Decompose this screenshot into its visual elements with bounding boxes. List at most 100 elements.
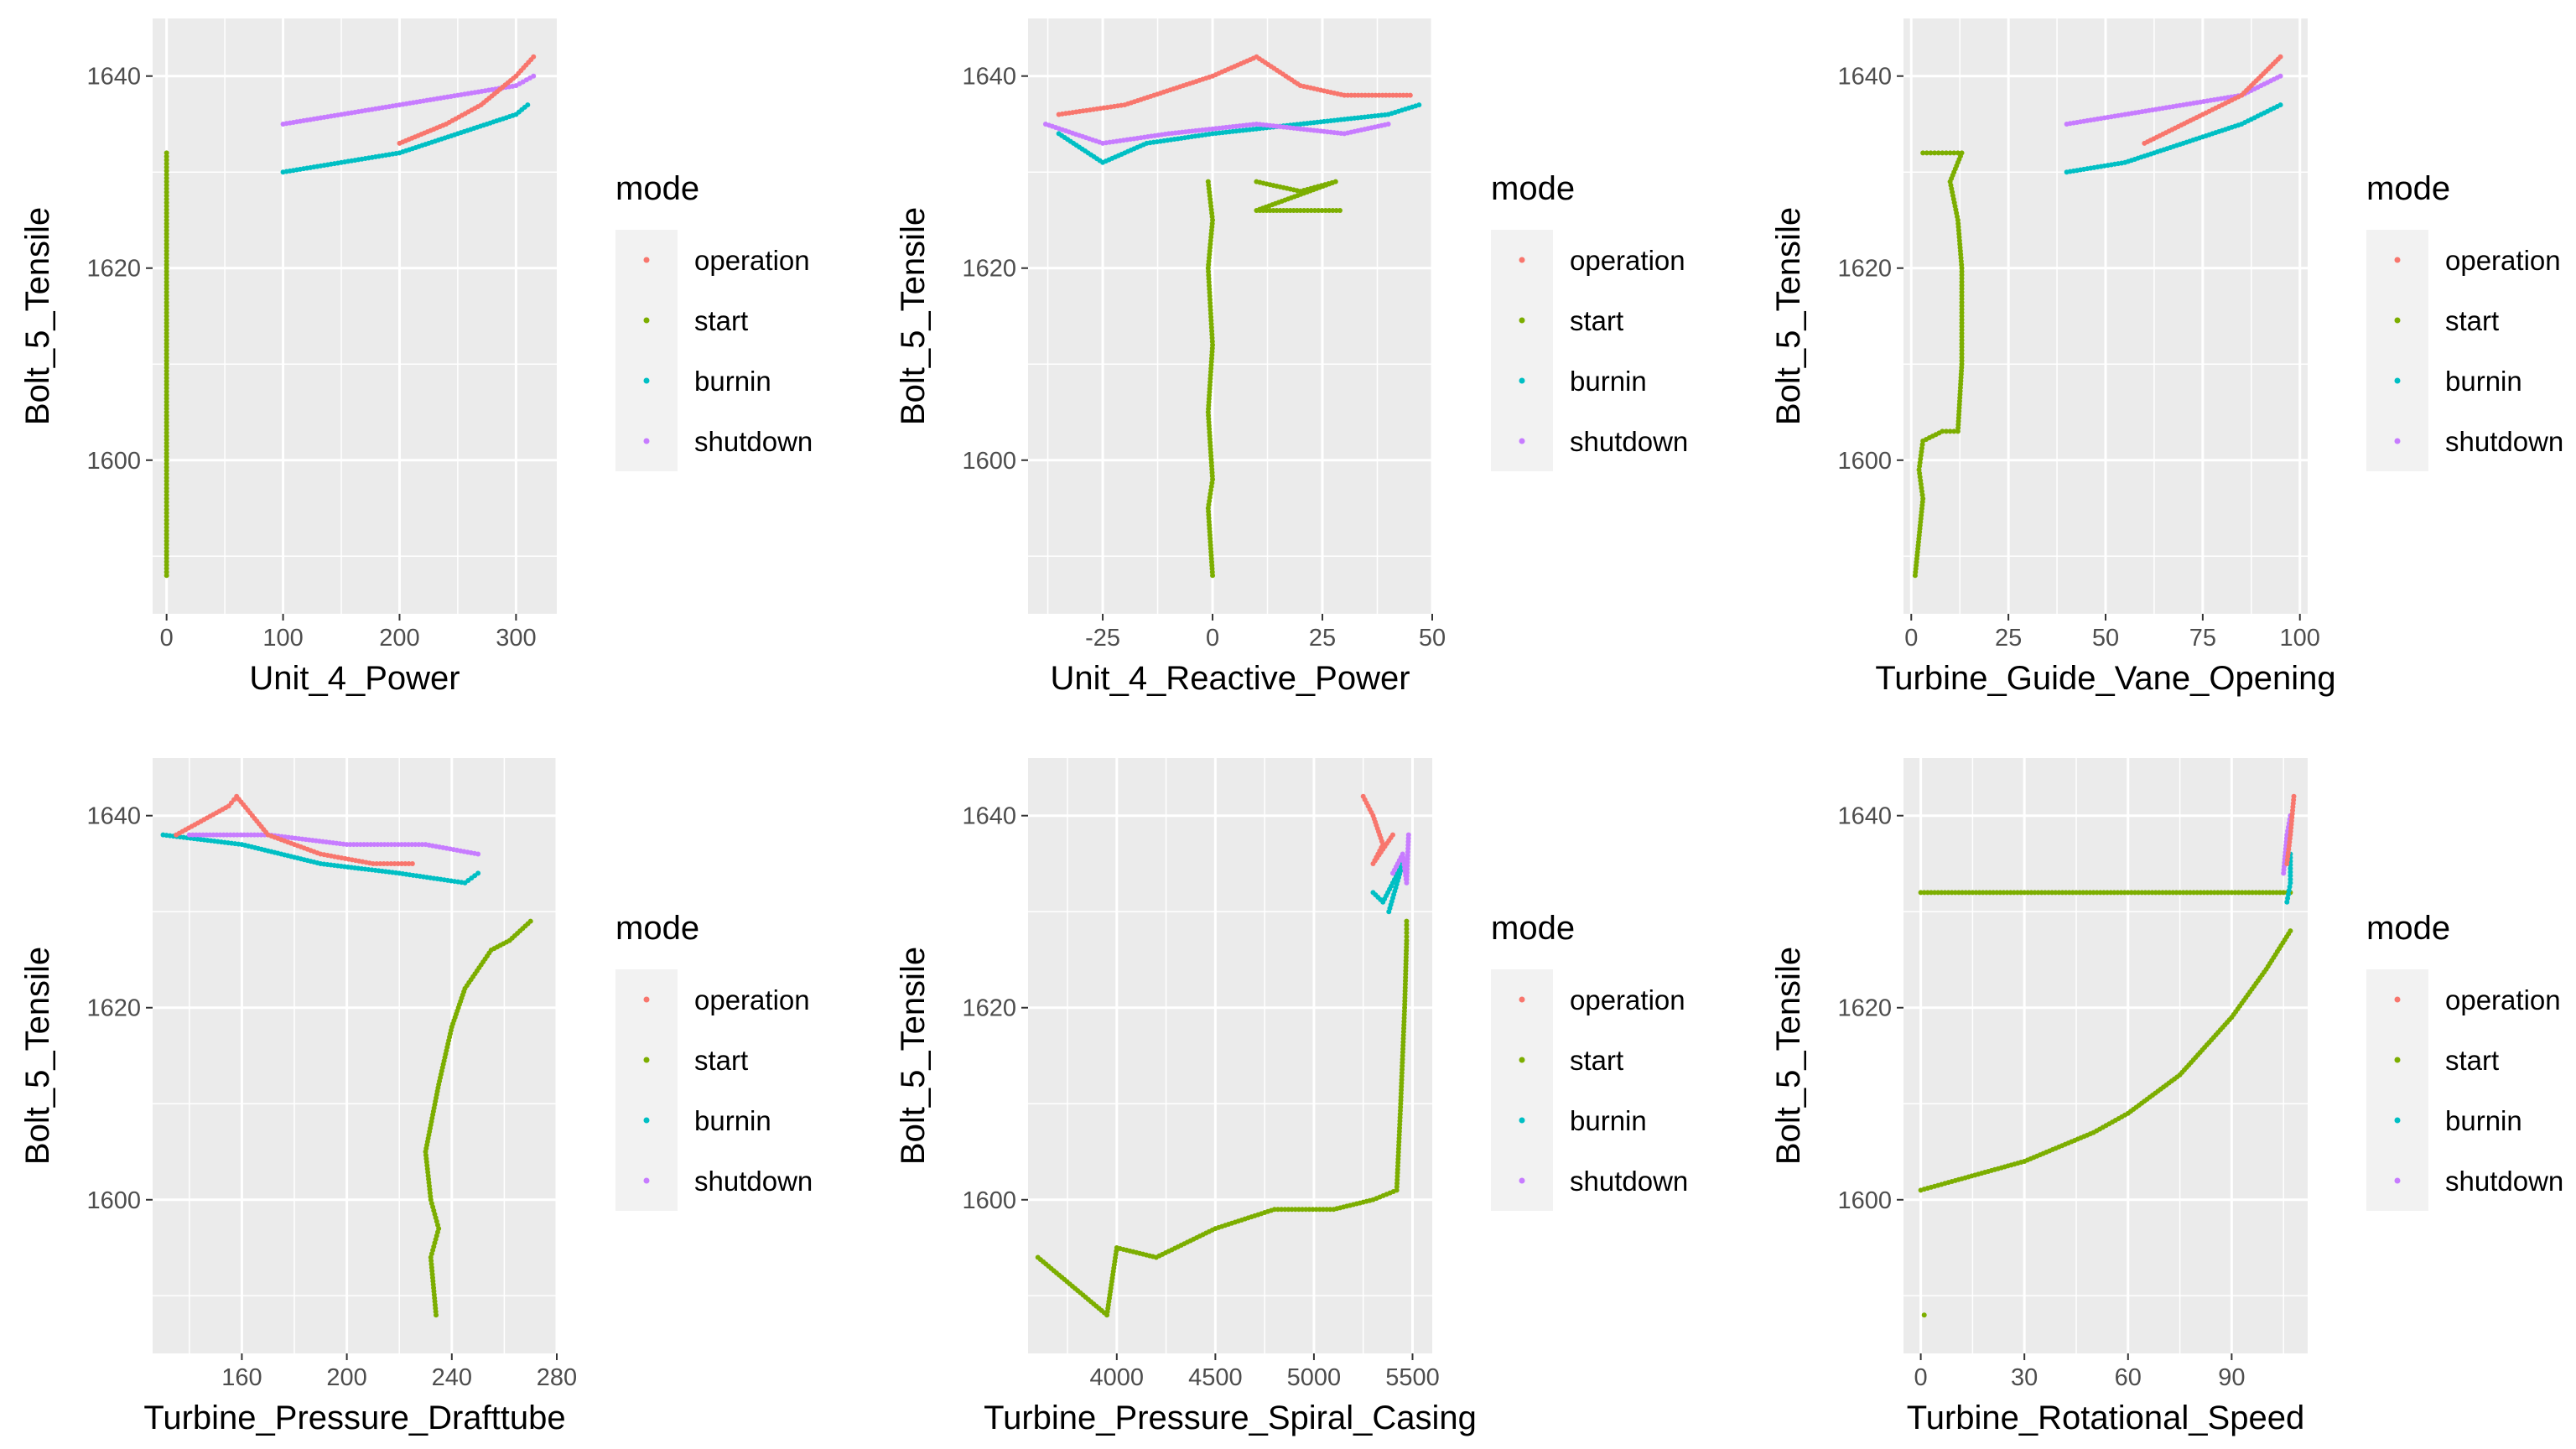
point-operation xyxy=(1376,92,1382,98)
point-start xyxy=(1305,208,1311,214)
legend-title: mode xyxy=(2366,910,2450,947)
y-tick-label: 1640 xyxy=(86,64,141,91)
point-start xyxy=(2232,890,2238,896)
point-start xyxy=(1294,208,1300,214)
point-start xyxy=(2174,890,2179,896)
point-start xyxy=(2128,890,2134,896)
point-operation xyxy=(1366,92,1372,98)
legend-key-operation xyxy=(1519,257,1525,263)
point-start xyxy=(2042,890,2048,896)
point-start xyxy=(2205,890,2210,896)
point-burnin xyxy=(2119,160,2125,166)
x-tick-label: 4000 xyxy=(1090,1364,1145,1391)
point-start xyxy=(2170,890,2176,896)
x-tick-label: 0 xyxy=(1914,1364,1928,1391)
point-operation xyxy=(2287,835,2293,841)
point-start xyxy=(2070,890,2075,896)
scatter-panel: 0 30 60 90 1600 1620 1640 Turbine_Rotational_Sp… xyxy=(1770,758,2563,1436)
point-start xyxy=(164,186,169,192)
point-start xyxy=(2180,890,2186,896)
legend-key-shutdown xyxy=(2394,438,2401,444)
point-operation xyxy=(366,860,372,866)
x-tick-label: 200 xyxy=(379,625,419,652)
x-tick-label: 0 xyxy=(1904,625,1918,652)
point-start xyxy=(1296,1207,1301,1213)
point-start xyxy=(2208,890,2214,896)
legend-key-operation xyxy=(2394,996,2401,1003)
point-start xyxy=(1943,150,1949,156)
point-start xyxy=(164,471,169,477)
point-burnin xyxy=(2288,880,2293,886)
point-start xyxy=(1939,890,1945,896)
x-axis-title: Turbine_Guide_Vane_Opening xyxy=(1875,660,2335,697)
point-start xyxy=(164,309,169,315)
point-shutdown xyxy=(1338,130,1344,136)
point-start xyxy=(1928,890,1934,896)
point-start xyxy=(1404,941,1410,947)
x-tick-label: 100 xyxy=(2280,625,2320,652)
point-start xyxy=(1932,150,1938,156)
legend-label-burnin: burnin xyxy=(2445,1105,2522,1136)
point-shutdown xyxy=(1405,835,1411,841)
point-start xyxy=(1924,150,1929,156)
legend-key-burnin xyxy=(2394,1117,2401,1124)
point-operation xyxy=(1119,102,1124,108)
point-shutdown xyxy=(419,842,425,848)
x-axis-title: Turbine_Pressure_Spiral_Casing xyxy=(984,1400,1477,1436)
point-start xyxy=(2184,890,2189,896)
x-tick-label: 50 xyxy=(2092,625,2119,652)
legend-title: mode xyxy=(615,170,699,207)
point-burnin xyxy=(1387,906,1393,911)
point-start xyxy=(1913,569,1919,575)
point-burnin xyxy=(236,841,242,847)
legend-label-burnin: burnin xyxy=(1570,366,1647,397)
point-start xyxy=(1947,150,1953,156)
point-start xyxy=(434,1222,440,1228)
point-start xyxy=(164,489,169,495)
point-operation xyxy=(402,860,408,866)
point-start xyxy=(2025,890,2031,896)
x-tick-label: 0 xyxy=(1206,625,1219,652)
point-start xyxy=(2239,890,2245,896)
legend-label-start: start xyxy=(694,1045,748,1076)
point-start xyxy=(2077,890,2083,896)
y-axis-title: Bolt_5_Tensile xyxy=(1770,947,1807,1165)
point-shutdown xyxy=(1382,122,1388,127)
point-start xyxy=(2035,890,2041,896)
point-start xyxy=(2198,890,2204,896)
point-start xyxy=(164,521,169,527)
point-start xyxy=(2142,890,2148,896)
point-burnin xyxy=(1378,896,1384,902)
y-axis-title: Bolt_5_Tensile xyxy=(19,947,56,1165)
legend-key-burnin xyxy=(2394,377,2401,384)
point-burnin xyxy=(2288,869,2293,875)
y-tick-label: 1600 xyxy=(1837,1187,1892,1214)
x-tick-label: 300 xyxy=(496,625,536,652)
point-operation xyxy=(1373,92,1379,98)
x-tick-label: 0 xyxy=(160,625,174,652)
legend-label-start: start xyxy=(694,305,748,336)
point-burnin xyxy=(1389,883,1394,889)
point-start xyxy=(164,210,169,216)
point-start xyxy=(2222,890,2228,896)
legend-label-burnin: burnin xyxy=(694,1105,771,1136)
point-start xyxy=(1952,890,1958,896)
point-start xyxy=(1945,890,1951,896)
point-start xyxy=(1324,1207,1330,1213)
point-start xyxy=(1292,1207,1298,1213)
x-tick-label: -25 xyxy=(1085,625,1120,652)
point-start xyxy=(2267,890,2272,896)
point-operation xyxy=(2291,797,2297,802)
point-start xyxy=(1973,890,1979,896)
y-tick-label: 1640 xyxy=(1837,64,1892,91)
point-start xyxy=(1949,890,1955,896)
point-burnin xyxy=(452,132,458,138)
point-operation xyxy=(263,829,269,835)
point-operation xyxy=(2236,94,2241,100)
legend: mode operation start burnin shutdown xyxy=(2366,910,2563,1211)
point-start xyxy=(2097,890,2103,896)
point-start xyxy=(1327,1207,1333,1213)
point-start xyxy=(1924,436,1929,442)
x-tick-label: 50 xyxy=(1419,625,1446,652)
point-start xyxy=(2063,890,2069,896)
